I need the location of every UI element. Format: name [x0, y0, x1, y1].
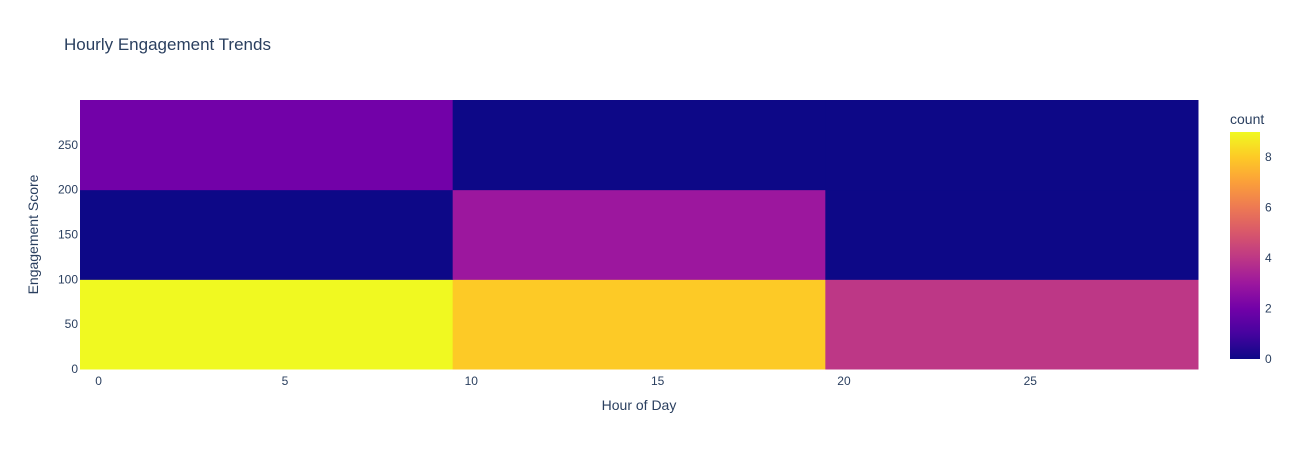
colorbar-tick-label: 0: [1265, 352, 1272, 366]
colorbar-tick-label: 6: [1265, 201, 1272, 215]
colorbar: count 0 2 4 6 8: [1230, 111, 1272, 366]
y-tick-label: 50: [65, 317, 79, 331]
heatmap-cell: [80, 279, 454, 370]
colorbar-ticks: 0 2 4 6 8: [1265, 150, 1272, 366]
heatmap-cell: [825, 100, 1199, 191]
y-axis-title: Engagement Score: [25, 174, 41, 294]
heatmap-cell: [80, 100, 454, 191]
x-tick-label: 5: [282, 374, 289, 388]
colorbar-tick-label: 2: [1265, 302, 1272, 316]
heatmap-cell: [452, 189, 826, 280]
x-tick-label: 10: [465, 374, 479, 388]
heatmap-cell: [452, 100, 826, 191]
y-axis-ticks: 0 50 100 150 200 250: [58, 138, 78, 376]
heatmap-cell: [825, 189, 1199, 280]
y-tick-label: 0: [71, 362, 78, 376]
y-tick-label: 150: [58, 228, 78, 242]
colorbar-gradient: [1230, 132, 1260, 359]
y-tick-label: 250: [58, 138, 78, 152]
x-tick-label: 25: [1024, 374, 1038, 388]
x-axis-ticks: 0 5 10 15 20 25: [95, 374, 1037, 388]
y-tick-label: 200: [58, 183, 78, 197]
heatmap-cell: [80, 189, 454, 280]
x-tick-label: 15: [651, 374, 665, 388]
x-tick-label: 0: [95, 374, 102, 388]
colorbar-title: count: [1230, 111, 1264, 127]
colorbar-tick-label: 8: [1265, 150, 1272, 164]
x-tick-label: 20: [837, 374, 851, 388]
heatmap-cells: [80, 100, 1199, 370]
chart-title: Hourly Engagement Trends: [64, 35, 271, 54]
x-axis-title: Hour of Day: [602, 397, 677, 413]
heatmap-cell: [825, 279, 1199, 370]
colorbar-tick-label: 4: [1265, 251, 1272, 265]
y-tick-label: 100: [58, 272, 78, 286]
heatmap-cell: [452, 279, 826, 370]
